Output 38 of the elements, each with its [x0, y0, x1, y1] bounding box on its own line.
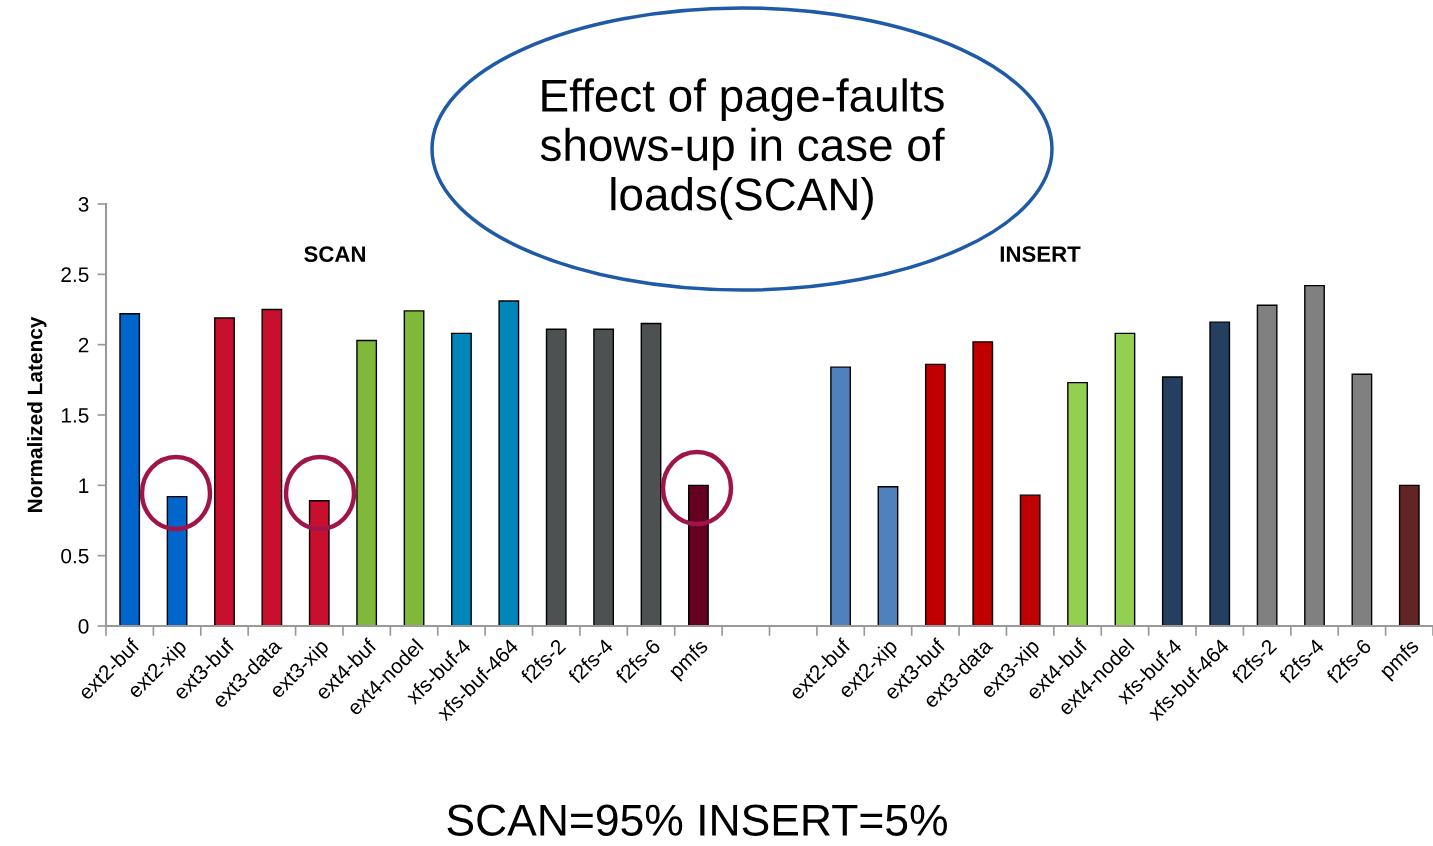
- bar: [119, 313, 141, 626]
- bar: [356, 339, 378, 626]
- bar: [214, 317, 235, 626]
- y-tick-label: 0.5: [61, 548, 89, 564]
- y-tick-label: 0: [78, 619, 89, 634]
- bar: [640, 322, 662, 626]
- bar: [1067, 381, 1088, 626]
- bar: [308, 500, 330, 626]
- bar: [1209, 321, 1231, 626]
- bar: [545, 328, 567, 626]
- bar: [1304, 284, 1325, 626]
- bar: [498, 300, 520, 626]
- bar: [688, 484, 709, 626]
- bar: [1114, 332, 1136, 626]
- y-tick-label: 2: [78, 337, 89, 353]
- bar: [1161, 376, 1183, 626]
- annotation: INSERT: [1000, 246, 1081, 262]
- bar: [1398, 484, 1420, 626]
- bar: [166, 495, 188, 626]
- annotation: SCAN: [304, 246, 365, 262]
- bar: [924, 363, 946, 626]
- bar: [877, 486, 899, 626]
- annotation: Effect of page-faults shows-up in case of loads(SCAN): [540, 78, 945, 220]
- bar: [830, 366, 851, 626]
- y-tick-label: 1.5: [61, 408, 89, 423]
- y-tick-label: 3: [78, 197, 89, 212]
- bar: [1019, 494, 1041, 626]
- y-tick-label: 2.5: [61, 267, 89, 283]
- text: SCAN=95% INSERT=5%: [447, 804, 947, 836]
- bar: [451, 332, 472, 626]
- y-tick-label: 1: [79, 478, 89, 493]
- bar: [972, 341, 994, 626]
- bar: [1256, 304, 1278, 626]
- bar: [593, 328, 615, 626]
- bar: [261, 308, 283, 626]
- bar: [1351, 373, 1373, 626]
- y-axis-title: Normalized Latency: [27, 316, 47, 513]
- bar: [403, 310, 425, 626]
